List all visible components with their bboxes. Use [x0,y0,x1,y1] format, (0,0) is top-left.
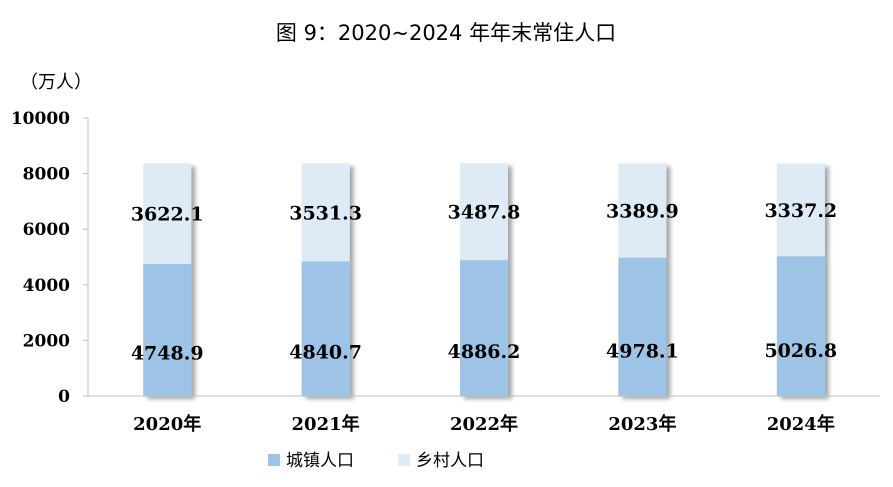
y-ticks-layer: 0 2000 4000 6000 8000 10000 [11,109,88,407]
x-tick-label: 2024年 [767,413,835,435]
data-labels-layer: 4748.9 3622.1 4840.7 3531.3 4886.2 3487.8 4978… [131,200,837,365]
y-tick-label: 8000 [23,165,70,185]
y-tick-label: 4000 [23,276,70,296]
x-tick-label: 2022年 [450,413,518,435]
x-tick-label: 2023年 [608,413,676,435]
legend-swatch [398,454,410,466]
bar-segment-urban [143,263,192,396]
y-tick-label: 0 [58,387,70,407]
y-tick-label: 10000 [11,109,70,129]
y-axis-unit-label: （万人） [20,72,92,93]
data-label: 3487.8 [448,202,521,224]
bar-stack [776,163,825,396]
bar-stack [143,163,192,396]
legend-swatch [268,454,280,466]
data-label: 3622.1 [131,204,204,226]
y-tick-label: 6000 [23,220,70,240]
data-label: 4886.2 [448,341,521,363]
legend-label: 乡村人口 [416,451,484,471]
bar-segment-rural [618,163,667,258]
bar-segment-rural [301,163,350,262]
legend-label: 城镇人口 [286,451,354,471]
bar-segment-rural [143,163,192,264]
x-ticks-layer: 2020年 2021年 2022年 2023年 2024年 [133,413,835,435]
data-label: 3389.9 [606,200,679,222]
bars-layer [143,163,825,396]
bar-segment-rural [460,163,508,261]
bar-stack [301,163,350,396]
bar-stack [618,163,667,396]
bar-segment-urban [618,257,667,396]
data-label: 4748.9 [131,342,204,364]
data-label: 3531.3 [289,202,362,224]
bar-stack [460,163,508,396]
x-tick-label: 2021年 [292,413,360,435]
chart-title: 图 9：2020~2024 年年末常住人口 [276,21,616,45]
data-label: 4840.7 [289,342,362,364]
legend: 城镇人口 乡村人口 [268,451,484,471]
data-label: 4978.1 [606,340,679,362]
x-tick-label: 2020年 [133,413,201,435]
bar-segment-urban [301,261,350,396]
bar-segment-urban [776,256,825,396]
bar-segment-rural [776,163,825,257]
bar-segment-urban [460,260,508,396]
y-tick-label: 2000 [23,331,70,351]
data-label: 3337.2 [764,200,837,222]
data-label: 5026.8 [764,340,837,362]
